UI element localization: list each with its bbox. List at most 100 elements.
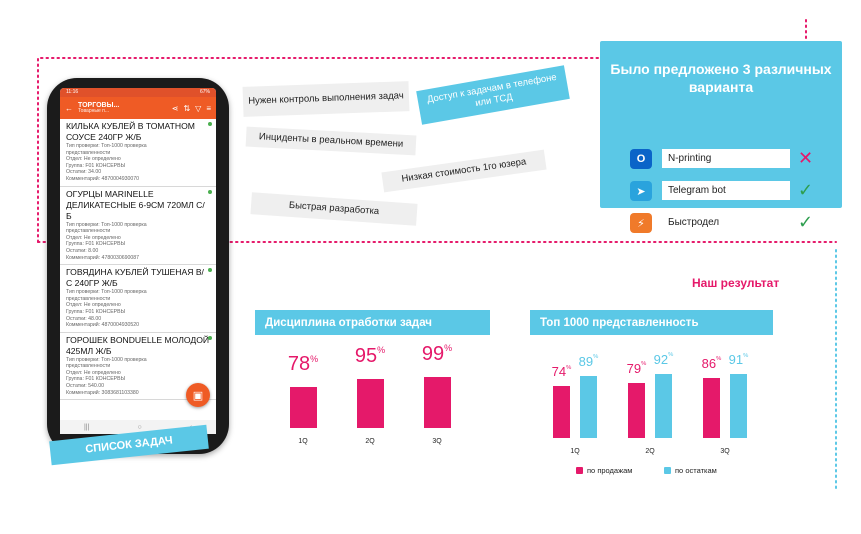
task-list-item[interactable]: КИЛЬКА КУБЛЕЙ В ТОМАТНОМ СОУСЕ 240ГР Ж/Б… xyxy=(60,119,216,187)
option-field: Быстродел xyxy=(662,213,790,232)
value-label-top1000: 74% xyxy=(551,364,572,380)
app-toolbar: ← ТОРГОВЫ... Товарные п... ⋖ ⇅ ▽ ≡ xyxy=(60,97,216,119)
task-item-detail: Остатки: 8.00 xyxy=(66,247,99,254)
bar-top1000-stock xyxy=(730,374,747,438)
category-label: 2Q xyxy=(365,438,375,445)
task-item-detail: Группа: F01 КОНСЕРВЫ xyxy=(66,376,126,383)
task-item-detail: Тип проверки: Топ-1000 проверка xyxy=(66,221,147,228)
task-item-detail: Отдел: Не определено xyxy=(66,302,121,309)
task-item-detail: Комментарий: 4780030690087 xyxy=(66,254,140,261)
task-item-detail: Комментарий: 4870004930070 xyxy=(66,175,140,182)
result-title: Наш результат xyxy=(692,276,780,290)
legend-label: по продажам xyxy=(587,466,633,475)
task-list: КИЛЬКА КУБЛЕЙ В ТОМАТНОМ СОУСЕ 240ГР Ж/Б… xyxy=(60,119,216,401)
option-field: Telegram bot xyxy=(662,181,790,200)
task-item-name: ГОВЯДИНА КУБЛЕЙ ТУШЕНАЯ В/С 240ГР Ж/Б xyxy=(66,267,204,289)
option-field: N-printing xyxy=(662,149,790,168)
status-dot-icon xyxy=(208,335,212,340)
status-dot-icon xyxy=(208,189,212,194)
value-label-top1000: 86% xyxy=(701,355,722,371)
toolbar-subtitle: Товарные п... xyxy=(78,108,110,114)
status-bar: 11:16 67% xyxy=(60,88,216,97)
task-list-item[interactable]: ГОВЯДИНА КУБЛЕЙ ТУШЕНАЯ В/С 240ГР Ж/Б Тип… xyxy=(60,265,216,333)
check-icon: ✓ xyxy=(798,180,814,200)
task-item-detail: Тип проверки: Топ-1000 проверка xyxy=(66,143,147,149)
value-label-discipline: 78% xyxy=(287,353,319,376)
bar-top1000-sales xyxy=(703,377,720,438)
toolbar-title: ТОРГОВЫ... xyxy=(78,102,120,109)
legend-swatch xyxy=(576,467,583,474)
scan-fab-button[interactable]: ▣ xyxy=(186,383,210,407)
task-item-detail: представленности xyxy=(66,228,111,235)
task-item-detail: Комментарий: 3083681103380 xyxy=(66,389,139,396)
sticker-task-control: Нужен контроль выполнения задач xyxy=(242,81,410,117)
status-battery: 67% xyxy=(199,89,210,95)
task-item-detail: Группа: F01 КОНСЕРВЫ xyxy=(66,308,126,315)
legend-swatch xyxy=(664,467,671,474)
category-label: 2Q xyxy=(645,448,655,455)
value-label-top1000: 92% xyxy=(653,351,674,367)
option-row-telegram: ➤ Telegram bot ✓ xyxy=(600,180,842,202)
task-item-detail: представленности xyxy=(66,295,111,302)
task-item-detail: Группа: F01 КОНСЕРВЫ xyxy=(66,162,126,169)
category-label: 1Q xyxy=(570,448,580,455)
bystrodel-icon: ⚡ xyxy=(630,213,652,233)
status-dot-icon xyxy=(208,122,212,126)
category-label: 3Q xyxy=(720,448,730,455)
menu-icon[interactable]: ≡ xyxy=(206,103,211,113)
task-item-detail: Остатки: 34.00 xyxy=(66,169,102,176)
filter-icon[interactable]: ▽ xyxy=(195,103,202,113)
task-item-detail: Группа: F01 КОНСЕРВЫ xyxy=(66,241,126,248)
bar-discipline-2Q xyxy=(356,378,384,428)
check-icon: ✓ xyxy=(798,212,814,232)
task-item-detail: Тип проверки: Топ-1000 проверка xyxy=(66,356,147,363)
legend-label: по остаткам xyxy=(675,466,717,475)
task-item-detail: Отдел: Не определено xyxy=(66,156,121,163)
bar-top1000-stock xyxy=(580,375,597,438)
task-list-item[interactable]: ОГУРЦЫ MARINELLE ДЕЛИКАТЕСНЫЕ 6-9СМ 720М… xyxy=(60,187,216,266)
sort-icon[interactable]: ⇅ xyxy=(183,103,191,113)
task-item-detail: Отдел: Не определено xyxy=(66,234,121,241)
options-title: Было предложено 3 различных варианта xyxy=(610,61,832,95)
task-item-detail: Тип проверки: Топ-1000 проверка xyxy=(66,289,147,296)
task-item-detail: представленности xyxy=(66,363,111,370)
legend-stock: по остаткам xyxy=(664,466,717,475)
task-item-detail: Отдел: Не определено xyxy=(66,369,121,376)
task-item-detail: Остатки: 48.00 xyxy=(66,315,102,322)
recents-icon[interactable]: ||| xyxy=(83,423,90,431)
value-label-discipline: 99% xyxy=(421,342,453,365)
task-item-detail: Остатки: 540.00 xyxy=(66,383,105,390)
category-label: 3Q xyxy=(432,438,442,445)
chart-title-discipline: Дисциплина отработки задач xyxy=(255,310,490,335)
category-label: 1Q xyxy=(298,438,308,445)
bar-top1000-sales xyxy=(628,382,645,438)
outlook-icon: O xyxy=(630,149,652,169)
share-icon[interactable]: ⋖ xyxy=(171,103,179,113)
task-item-name: КИЛЬКА КУБЛЕЙ В ТОМАТНОМ СОУСЕ 240ГР Ж/Б xyxy=(66,121,195,142)
option-row-bystrodel: ⚡ Быстродел ✓ xyxy=(600,212,842,234)
status-dot-icon xyxy=(208,268,212,273)
value-label-top1000: 89% xyxy=(578,353,599,369)
back-arrow-icon[interactable]: ← xyxy=(65,103,73,113)
task-item-name: ОГУРЦЫ MARINELLE ДЕЛИКАТЕСНЫЕ 6-9СМ 720М… xyxy=(66,188,205,221)
bar-discipline-3Q xyxy=(423,376,451,428)
home-icon[interactable]: ○ xyxy=(137,423,142,431)
toolbar-titles: ТОРГОВЫ... Товарные п... xyxy=(78,102,167,114)
options-panel: Было предложено 3 различных варианта O N… xyxy=(600,41,842,233)
task-item-detail: представленности xyxy=(66,149,111,156)
option-row-nprinting: O N-printing ✕ xyxy=(600,148,842,170)
value-label-top1000: 79% xyxy=(626,360,647,376)
telegram-icon: ➤ xyxy=(630,181,652,201)
status-time: 11:16 xyxy=(66,89,79,95)
bar-top1000-sales xyxy=(553,386,570,438)
scan-icon: ▣ xyxy=(192,389,204,402)
value-label-top1000: 91% xyxy=(728,352,749,368)
bar-discipline-1Q xyxy=(289,387,317,428)
task-item-name: ГОРОШЕК BONDUELLE МОЛОДОЙ 425МЛ Ж/Б xyxy=(66,334,210,356)
bar-top1000-stock xyxy=(655,373,672,438)
legend-sales: по продажам xyxy=(576,466,632,475)
task-list-item[interactable]: ГОРОШЕК BONDUELLE МОЛОДОЙ 425МЛ Ж/Б Тип п… xyxy=(60,333,216,401)
chart-title-top1000: Топ 1000 представленность xyxy=(530,310,773,335)
phone-screen: 11:16 67% ← ТОРГОВЫ... Товарные п... ⋖ ⇅… xyxy=(60,88,216,433)
